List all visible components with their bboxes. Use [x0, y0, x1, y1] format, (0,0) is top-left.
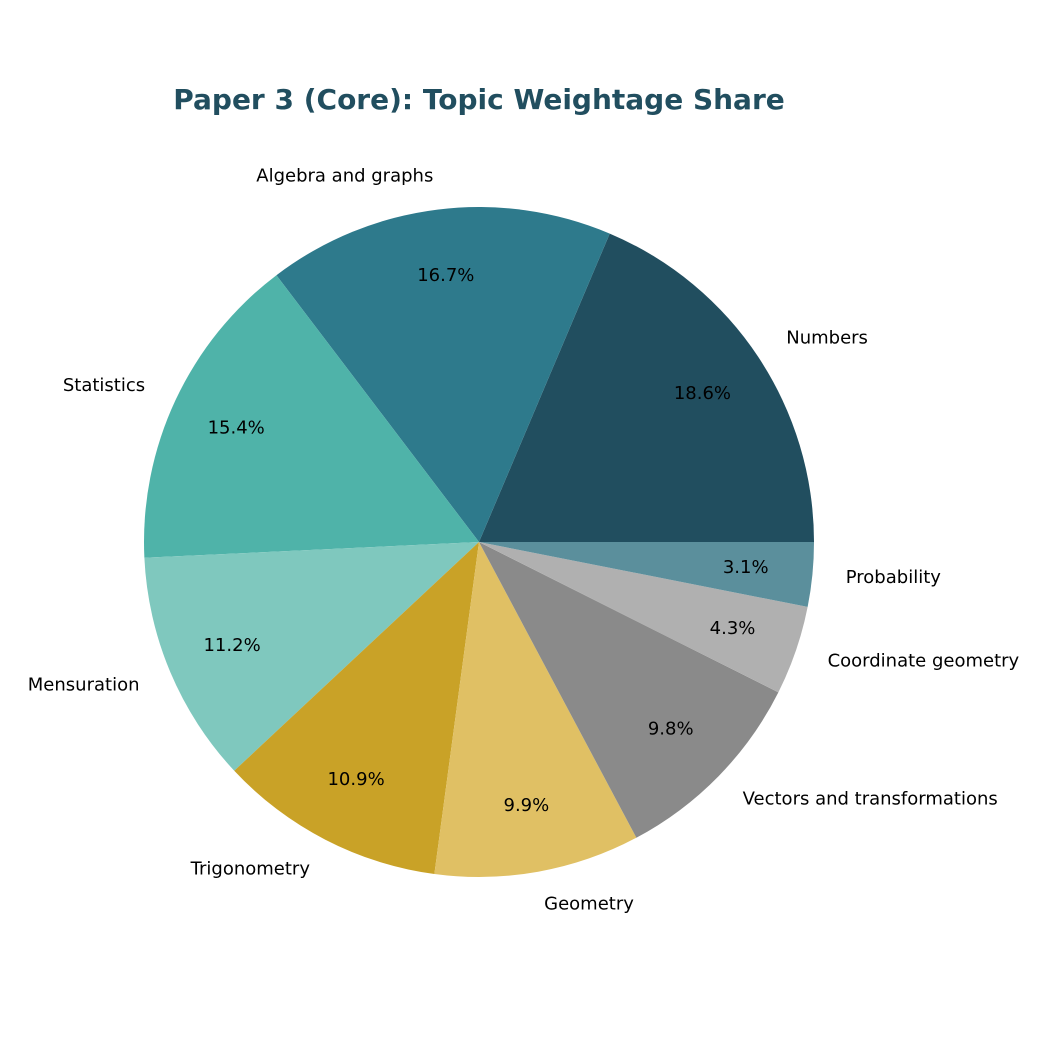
pie-slice [144, 542, 480, 771]
slice-label: Algebra and graphs [256, 165, 433, 186]
slice-label: Probability [846, 567, 941, 588]
slice-label: Mensuration [28, 674, 140, 695]
pie-slice [479, 233, 814, 543]
pie-slice [434, 542, 637, 877]
value-label: 3.1% [723, 557, 769, 578]
value-label: 11.2% [203, 635, 260, 656]
value-label: 9.8% [648, 718, 694, 739]
pie-slice [479, 542, 779, 838]
slice-label: Geometry [544, 894, 634, 915]
slice-label: Vectors and transformations [743, 788, 998, 809]
pie-slice [234, 542, 479, 875]
value-label: 16.7% [417, 265, 474, 286]
slice-label: Trigonometry [190, 858, 311, 879]
value-label: 18.6% [674, 383, 731, 404]
value-label: 9.9% [504, 795, 550, 816]
slice-label: Numbers [786, 328, 868, 349]
pie-slice [479, 542, 814, 607]
slice-label: Statistics [63, 375, 145, 396]
chart-title: Paper 3 (Core): Topic Weightage Share [173, 83, 785, 116]
value-label: 15.4% [208, 418, 265, 439]
slice-label: Coordinate geometry [828, 650, 1020, 671]
pie-slice [144, 275, 479, 558]
value-label: 4.3% [710, 618, 756, 639]
value-label: 10.9% [327, 769, 384, 790]
pie-slice [479, 542, 808, 693]
pie-slice [276, 206, 610, 542]
